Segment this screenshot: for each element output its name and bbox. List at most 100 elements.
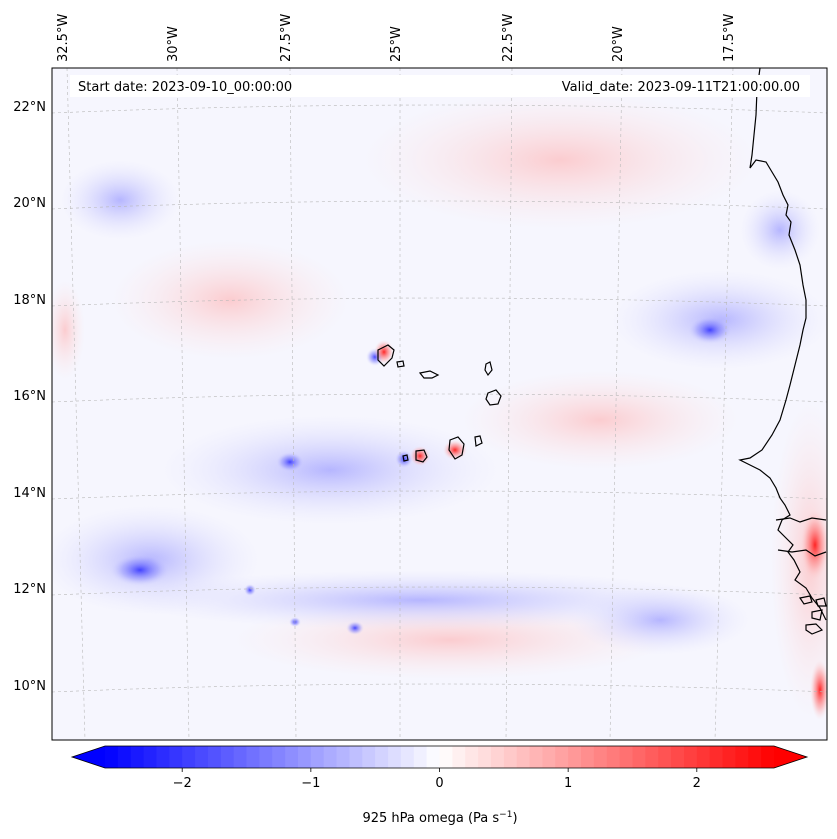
island-bijagos-2	[811, 609, 823, 621]
colorbar-cell	[195, 746, 209, 768]
colorbar-label-exponent: −1	[499, 810, 512, 820]
colorbar-cell	[542, 746, 556, 768]
colorbar-tick-label: −2	[173, 776, 192, 791]
colorbar-cell	[632, 746, 646, 768]
colorbar-cell	[375, 746, 389, 768]
island-bijagos-4	[815, 597, 827, 607]
gridlines	[52, 68, 827, 740]
island-brava	[402, 454, 409, 462]
colorbar-cell	[220, 746, 235, 768]
lat-label: 20°N	[13, 196, 46, 211]
lat-label: 12°N	[13, 582, 46, 597]
colorbar-cell	[658, 746, 672, 768]
island-bijagos-3	[805, 623, 824, 635]
lat-label: 14°N	[13, 486, 46, 501]
lat-label: 22°N	[13, 100, 46, 115]
lon-label: 27.5°W	[279, 14, 294, 62]
lon-label: 20°W	[611, 26, 626, 62]
lon-label: 25°W	[389, 26, 404, 62]
meridian-line	[176, 68, 190, 740]
meridian-line	[289, 68, 297, 740]
colorbar-cell	[246, 746, 260, 768]
meridian-line	[66, 68, 86, 740]
island-maio	[474, 435, 483, 447]
island-boa-vista	[485, 389, 502, 406]
colorbar-cell	[581, 746, 595, 768]
island-bijagos-1	[799, 595, 813, 605]
island-sao-vicente	[396, 360, 405, 368]
colorbar-cell	[400, 746, 415, 768]
colorbar-cell	[297, 746, 312, 768]
colorbar-cell	[671, 746, 685, 768]
parallel-line	[52, 490, 827, 500]
colorbar-tick-label: −1	[301, 776, 320, 791]
omega-field	[52, 90, 827, 720]
lon-label: 17.5°W	[722, 14, 737, 62]
lon-label: 22.5°W	[501, 14, 516, 62]
colorbar-cell	[169, 746, 183, 768]
colorbar-cell	[709, 746, 724, 768]
colorbar-cell	[323, 746, 338, 768]
parallel-line	[52, 104, 827, 114]
colorbar-cell	[233, 746, 248, 768]
colorbar-label-suffix: )	[512, 811, 517, 826]
latitude-labels: 22°N 20°N 18°N 16°N 14°N 12°N 10°N	[13, 100, 46, 694]
colorbar-cell	[478, 746, 492, 768]
parallel-line	[52, 683, 827, 693]
colorbar-cell	[272, 746, 286, 768]
parallel-line	[52, 586, 827, 596]
colorbar-cell	[349, 746, 363, 768]
colorbar-cell	[555, 746, 569, 768]
colorbar-cell	[568, 746, 582, 768]
colorbar-cell	[182, 746, 196, 768]
colorbar-cells	[105, 746, 775, 768]
colorbar-cell	[593, 746, 608, 768]
colorbar-tick-label: 2	[693, 776, 701, 791]
colorbar-cell	[413, 746, 428, 768]
meridian-line	[714, 68, 734, 740]
colorbar-cell	[130, 746, 145, 768]
meridian-line	[505, 68, 513, 740]
colorbar-cell	[683, 746, 698, 768]
colorbar-label: 925 hPa omega (Pa s−1)	[362, 810, 517, 826]
colorbar-tick-label: 1	[564, 776, 572, 791]
lon-label: 32.5°W	[56, 14, 71, 62]
colorbar-cell	[490, 746, 505, 768]
lon-label: 30°W	[166, 26, 181, 62]
colorbar: −2 −1 0 1 2 925 hPa omega (Pa s−1)	[70, 745, 809, 826]
colorbar-cell	[606, 746, 621, 768]
parallel-line	[52, 297, 827, 307]
lat-label: 18°N	[13, 293, 46, 308]
africa-coastline	[738, 68, 827, 621]
colorbar-cell	[207, 746, 222, 768]
colorbar-tick-label: 0	[435, 776, 443, 791]
coastlines	[377, 68, 827, 635]
colorbar-cell	[259, 746, 273, 768]
header-background	[70, 75, 810, 97]
colorbar-cell	[529, 746, 544, 768]
longitude-labels: 32.5°W 30°W 27.5°W 25°W 22.5°W 20°W 17.5…	[56, 14, 737, 62]
lat-label: 16°N	[13, 389, 46, 404]
colorbar-cell	[748, 746, 762, 768]
colorbar-cell	[722, 746, 737, 768]
lat-label: 10°N	[13, 679, 46, 694]
colorbar-cell	[388, 746, 402, 768]
colorbar-outline	[70, 745, 809, 769]
colorbar-high-extension	[774, 746, 807, 768]
colorbar-cell	[362, 746, 376, 768]
colorbar-cell	[761, 746, 775, 768]
island-fogo	[415, 449, 428, 463]
valid-date-text: Valid_date: 2023-09-11T21:00:00.00	[562, 80, 800, 95]
colorbar-cell	[696, 746, 711, 768]
colorbar-cell	[105, 746, 119, 768]
island-sao-nicolau	[418, 370, 440, 379]
start-date-text: Start date: 2023-09-10_00:00:00	[78, 80, 292, 95]
colorbar-low-extension	[72, 746, 105, 768]
africa-coastline-c	[777, 549, 827, 557]
colorbar-cell	[117, 746, 132, 768]
colorbar-cell	[426, 746, 441, 768]
colorbar-cell	[735, 746, 749, 768]
colorbar-cell	[285, 746, 299, 768]
colorbar-ticks: −2 −1 0 1 2	[173, 768, 701, 791]
